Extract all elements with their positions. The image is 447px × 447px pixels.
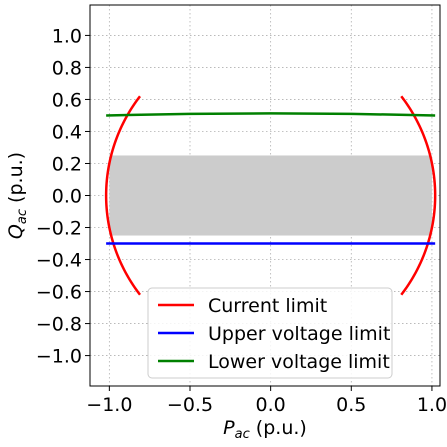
axes: −1.0 −0.5 0.0 0.5 1.0 −1.0 −0.8 −0.6 −0.4 −0.2 0.0… [5, 4, 447, 442]
series-current-limit-arc-right [400, 95, 437, 296]
series-line-2 [106, 112, 436, 117]
legend-box [147, 287, 393, 379]
x-tick-label-2: 0.0 [256, 394, 286, 416]
y-tick-label-2: −0.6 [36, 282, 82, 304]
y-tick-label-3: −0.4 [36, 250, 82, 272]
legend-label-1: Upper voltage limit [208, 323, 390, 345]
y-axis-label: Qac (p.u.) [5, 152, 30, 239]
y-tick-label-9: 0.8 [52, 57, 82, 79]
legend-label-0: Current limit [208, 295, 327, 317]
x-tick-label-1: −0.5 [167, 394, 213, 416]
y-tick-label-4: −0.2 [36, 218, 82, 240]
y-tick-label-8: 0.6 [52, 89, 82, 111]
y-axis-label-sub: ac [15, 209, 30, 224]
y-tick-label-1: −0.8 [36, 314, 82, 336]
y-tick-label-5: 0.0 [52, 186, 82, 208]
x-axis-label-sub: ac [235, 427, 250, 442]
plot-data [104, 95, 437, 296]
x-tick-label-0: −1.0 [86, 394, 132, 416]
y-axis-label-unit: (p.u.) [5, 152, 27, 209]
y-tick-label-6: 0.2 [52, 153, 82, 175]
series-current-limit-arc-left [104, 95, 142, 296]
x-axis-label-symbol: P [223, 417, 235, 439]
x-axis-label-unit: (p.u.) [250, 417, 307, 439]
x-tick-label-4: 1.0 [417, 394, 447, 416]
y-axis-label-symbol: Q [5, 224, 27, 239]
y-tick-label-0: −1.0 [36, 346, 82, 368]
feasible-region [109, 155, 432, 236]
y-tick-label-7: 0.4 [52, 121, 82, 143]
x-tick-label-3: 0.5 [336, 394, 366, 416]
x-axis-label: Pac (p.u.) [223, 417, 307, 442]
legend: Current limit Upper voltage limit Lower vo… [147, 287, 393, 379]
y-tick-label-10: 1.0 [52, 25, 82, 47]
legend-label-2: Lower voltage limit [208, 351, 390, 373]
